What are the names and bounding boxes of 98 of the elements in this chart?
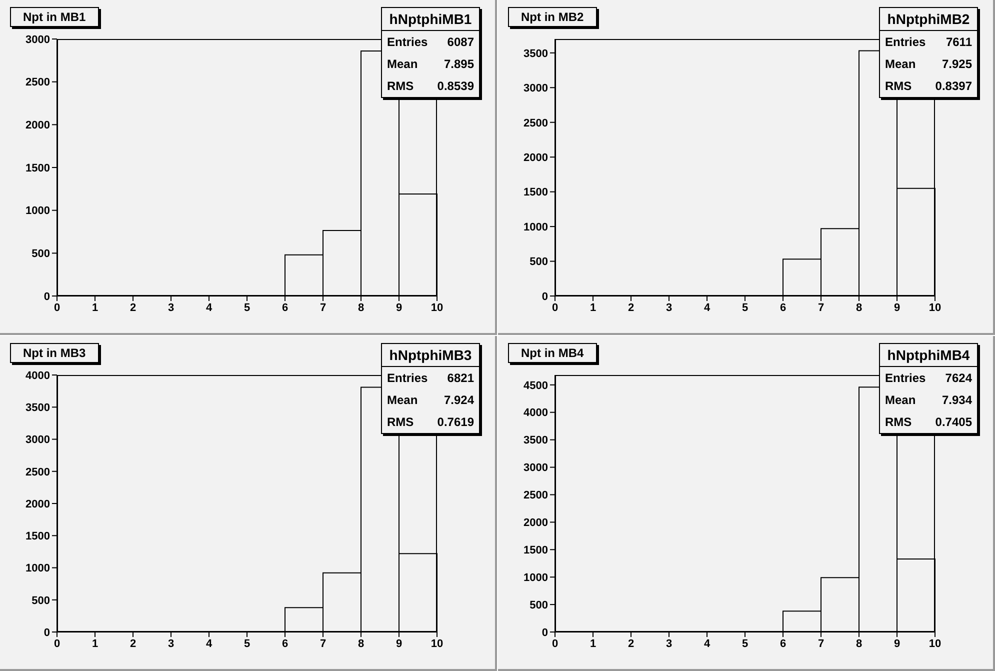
- x-tick-label: 5: [742, 638, 748, 650]
- x-tick-label: 2: [628, 638, 634, 650]
- x-tick-label: 6: [780, 638, 786, 650]
- x-tick-label: 2: [130, 302, 136, 314]
- chart-title: Npt in MB1: [23, 10, 86, 24]
- x-tick-label: 5: [244, 638, 250, 650]
- y-tick-label: 1000: [524, 221, 548, 234]
- x-tick-label: 3: [666, 638, 672, 650]
- y-tick-label: 1000: [524, 572, 548, 584]
- text: Mean 7.925: [885, 57, 972, 71]
- y-tick-label: 3500: [524, 48, 548, 60]
- x-tick-label: 2: [628, 302, 634, 314]
- x-tick-label: 9: [894, 638, 900, 650]
- x-tick-label: 10: [430, 638, 444, 650]
- y-tick-label: 500: [530, 599, 548, 612]
- y-tick-label: 2500: [524, 117, 548, 130]
- x-tick-label: 4: [206, 302, 213, 314]
- x-tick-label: 10: [928, 638, 942, 650]
- y-tick-label: 3500: [524, 434, 548, 447]
- x-tick-label: 9: [396, 638, 402, 650]
- y-tick-label: 2500: [26, 466, 50, 478]
- text: Entries 7624: [885, 371, 972, 385]
- y-tick-label: 3000: [524, 462, 548, 474]
- text: Entries 7611: [885, 35, 972, 49]
- x-tick-label: 10: [430, 302, 444, 314]
- y-tick-label: 0: [44, 290, 50, 303]
- text: RMS 0.8397: [885, 79, 972, 93]
- x-tick-label: 9: [894, 302, 900, 314]
- y-tick-label: 3000: [26, 34, 50, 46]
- x-tick-label: 1: [92, 638, 98, 650]
- y-tick-label: 0: [542, 290, 548, 303]
- x-tick-label: 8: [856, 302, 862, 314]
- x-tick-label: 5: [244, 302, 250, 314]
- y-tick-label: 3500: [26, 402, 50, 414]
- y-tick-label: 4000: [524, 407, 548, 420]
- x-tick-label: 3: [168, 302, 174, 314]
- y-tick-label: 1500: [524, 544, 548, 557]
- x-tick-label: 8: [856, 638, 862, 650]
- text: Entries 6087: [387, 35, 474, 49]
- x-tick-label: 4: [206, 638, 213, 650]
- text: RMS 0.8539: [387, 79, 474, 93]
- x-tick-label: 7: [320, 302, 326, 314]
- x-tick-label: 5: [742, 302, 748, 314]
- text: RMS 0.7619: [387, 415, 474, 429]
- x-tick-label: 9: [396, 302, 402, 314]
- y-tick-label: 1500: [26, 162, 50, 174]
- x-tick-label: 3: [666, 302, 672, 314]
- x-tick-label: 1: [590, 638, 596, 650]
- y-tick-label: 3000: [26, 434, 50, 446]
- chart-title: Npt in MB4: [521, 346, 584, 360]
- y-tick-label: 500: [530, 256, 548, 268]
- y-tick-label: 1000: [26, 205, 50, 218]
- x-tick-label: 0: [54, 302, 60, 314]
- x-tick-label: 7: [818, 302, 824, 314]
- x-tick-label: 8: [358, 302, 364, 314]
- y-tick-label: 500: [32, 594, 50, 607]
- text: Mean 7.924: [387, 393, 474, 407]
- x-tick-label: 0: [552, 302, 558, 314]
- x-tick-label: 10: [928, 302, 942, 314]
- y-tick-label: 2000: [524, 517, 548, 530]
- y-tick-label: 0: [44, 626, 50, 639]
- text: hNptphiMB3: [382, 344, 479, 367]
- x-tick-label: 6: [780, 302, 786, 314]
- text: hNptphiMB1: [382, 8, 479, 31]
- y-tick-label: 2000: [26, 498, 50, 510]
- y-tick-label: 0: [542, 626, 548, 639]
- x-tick-label: 6: [282, 302, 288, 314]
- chart-title: Npt in MB2: [521, 10, 584, 24]
- text: hNptphiMB2: [880, 8, 977, 31]
- text: Mean 7.895: [387, 57, 474, 71]
- y-tick-label: 1500: [26, 530, 50, 543]
- text: hNptphiMB4: [880, 344, 977, 367]
- y-tick-label: 4500: [524, 380, 548, 392]
- y-tick-label: 1000: [26, 562, 50, 575]
- chart-title: Npt in MB3: [23, 346, 86, 360]
- y-tick-label: 500: [32, 248, 50, 260]
- y-tick-label: 4000: [26, 370, 50, 382]
- y-tick-label: 2500: [524, 490, 548, 502]
- y-tick-label: 2000: [26, 120, 50, 132]
- text: RMS 0.7405: [885, 415, 972, 429]
- x-tick-label: 0: [552, 638, 558, 650]
- x-tick-label: 3: [168, 638, 174, 650]
- x-tick-label: 4: [704, 302, 711, 314]
- x-tick-label: 8: [358, 638, 364, 650]
- text: Entries 6821: [387, 371, 474, 385]
- x-tick-label: 1: [92, 302, 98, 314]
- x-tick-label: 7: [818, 638, 824, 650]
- text: Mean 7.934: [885, 393, 972, 407]
- x-tick-label: 2: [130, 638, 136, 650]
- x-tick-label: 7: [320, 638, 326, 650]
- y-tick-label: 2000: [524, 152, 548, 164]
- y-tick-label: 1500: [524, 186, 548, 199]
- x-tick-label: 4: [704, 638, 711, 650]
- x-tick-label: 1: [590, 302, 596, 314]
- y-tick-label: 2500: [26, 76, 50, 89]
- x-tick-label: 6: [282, 638, 288, 650]
- x-tick-label: 0: [54, 638, 60, 650]
- y-tick-label: 3000: [524, 82, 548, 95]
